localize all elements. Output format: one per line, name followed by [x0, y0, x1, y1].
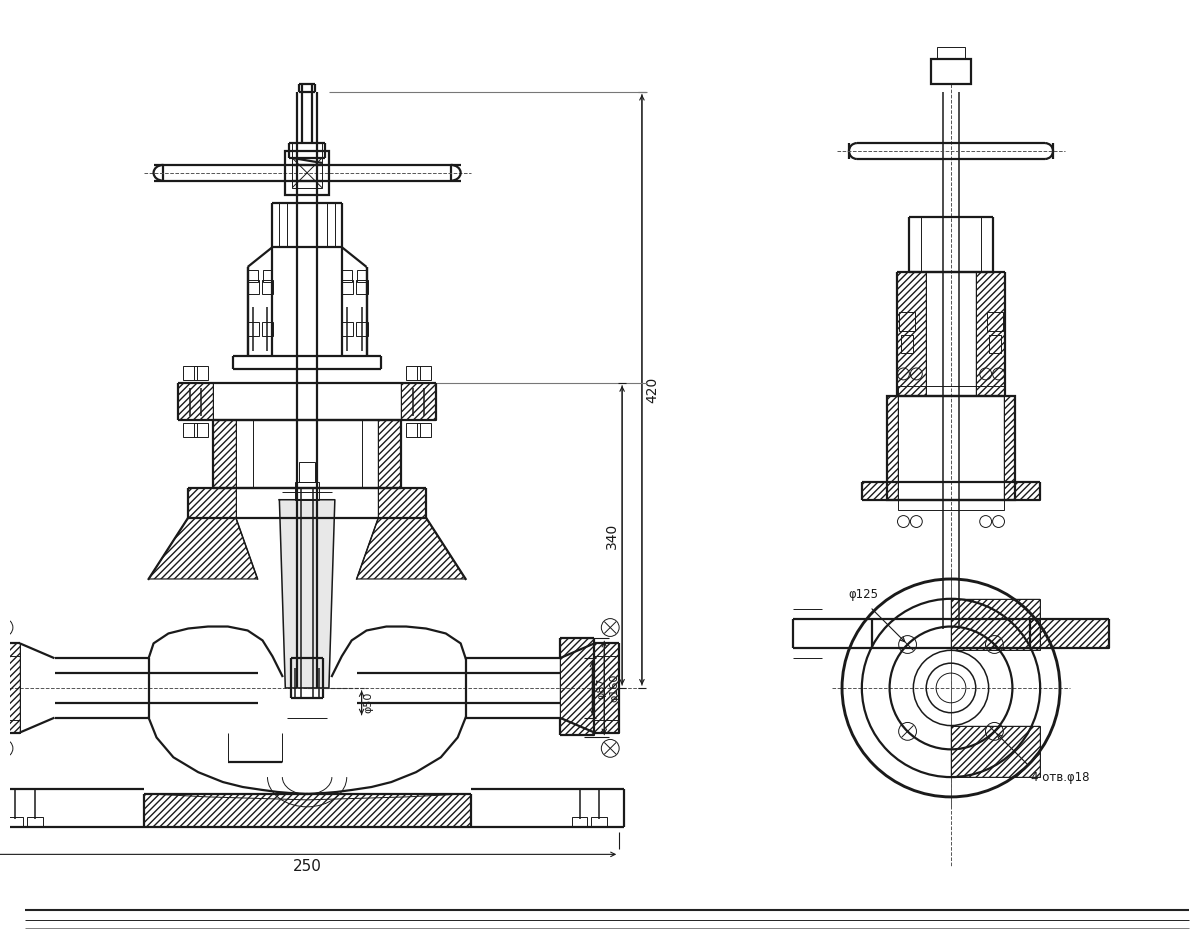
- Bar: [886, 396, 1015, 499]
- Text: 420: 420: [645, 377, 659, 403]
- Polygon shape: [279, 499, 335, 688]
- Bar: [937, 47, 964, 59]
- Text: φ160: φ160: [609, 674, 619, 702]
- Bar: [285, 151, 329, 195]
- Bar: [931, 59, 970, 84]
- Bar: [902, 335, 914, 353]
- Bar: [341, 280, 353, 294]
- Bar: [342, 270, 352, 282]
- Bar: [572, 817, 588, 827]
- Bar: [355, 322, 367, 336]
- Bar: [341, 322, 353, 336]
- Text: φ50: φ50: [364, 692, 373, 713]
- Bar: [262, 270, 272, 282]
- Bar: [247, 322, 259, 336]
- Bar: [299, 463, 315, 482]
- Bar: [356, 270, 366, 282]
- Bar: [261, 280, 273, 294]
- Bar: [406, 424, 420, 437]
- Text: 4 отв.φ18: 4 отв.φ18: [1031, 771, 1090, 785]
- Bar: [247, 280, 259, 294]
- Bar: [194, 366, 208, 380]
- Bar: [261, 322, 273, 336]
- Bar: [194, 424, 208, 437]
- Bar: [986, 312, 1003, 332]
- Bar: [355, 280, 367, 294]
- Bar: [899, 312, 915, 332]
- Bar: [26, 817, 42, 827]
- Bar: [988, 335, 1001, 353]
- Bar: [417, 424, 431, 437]
- Bar: [898, 386, 1003, 510]
- Bar: [293, 158, 321, 187]
- Text: φ87: φ87: [596, 677, 607, 699]
- Text: 340: 340: [606, 522, 619, 548]
- Bar: [417, 366, 431, 380]
- Bar: [183, 366, 197, 380]
- Bar: [406, 366, 420, 380]
- Bar: [7, 817, 23, 827]
- Text: φ125: φ125: [848, 589, 878, 602]
- Bar: [295, 482, 319, 499]
- Bar: [248, 270, 258, 282]
- Text: 250: 250: [293, 859, 321, 874]
- Bar: [591, 817, 607, 827]
- Bar: [183, 424, 197, 437]
